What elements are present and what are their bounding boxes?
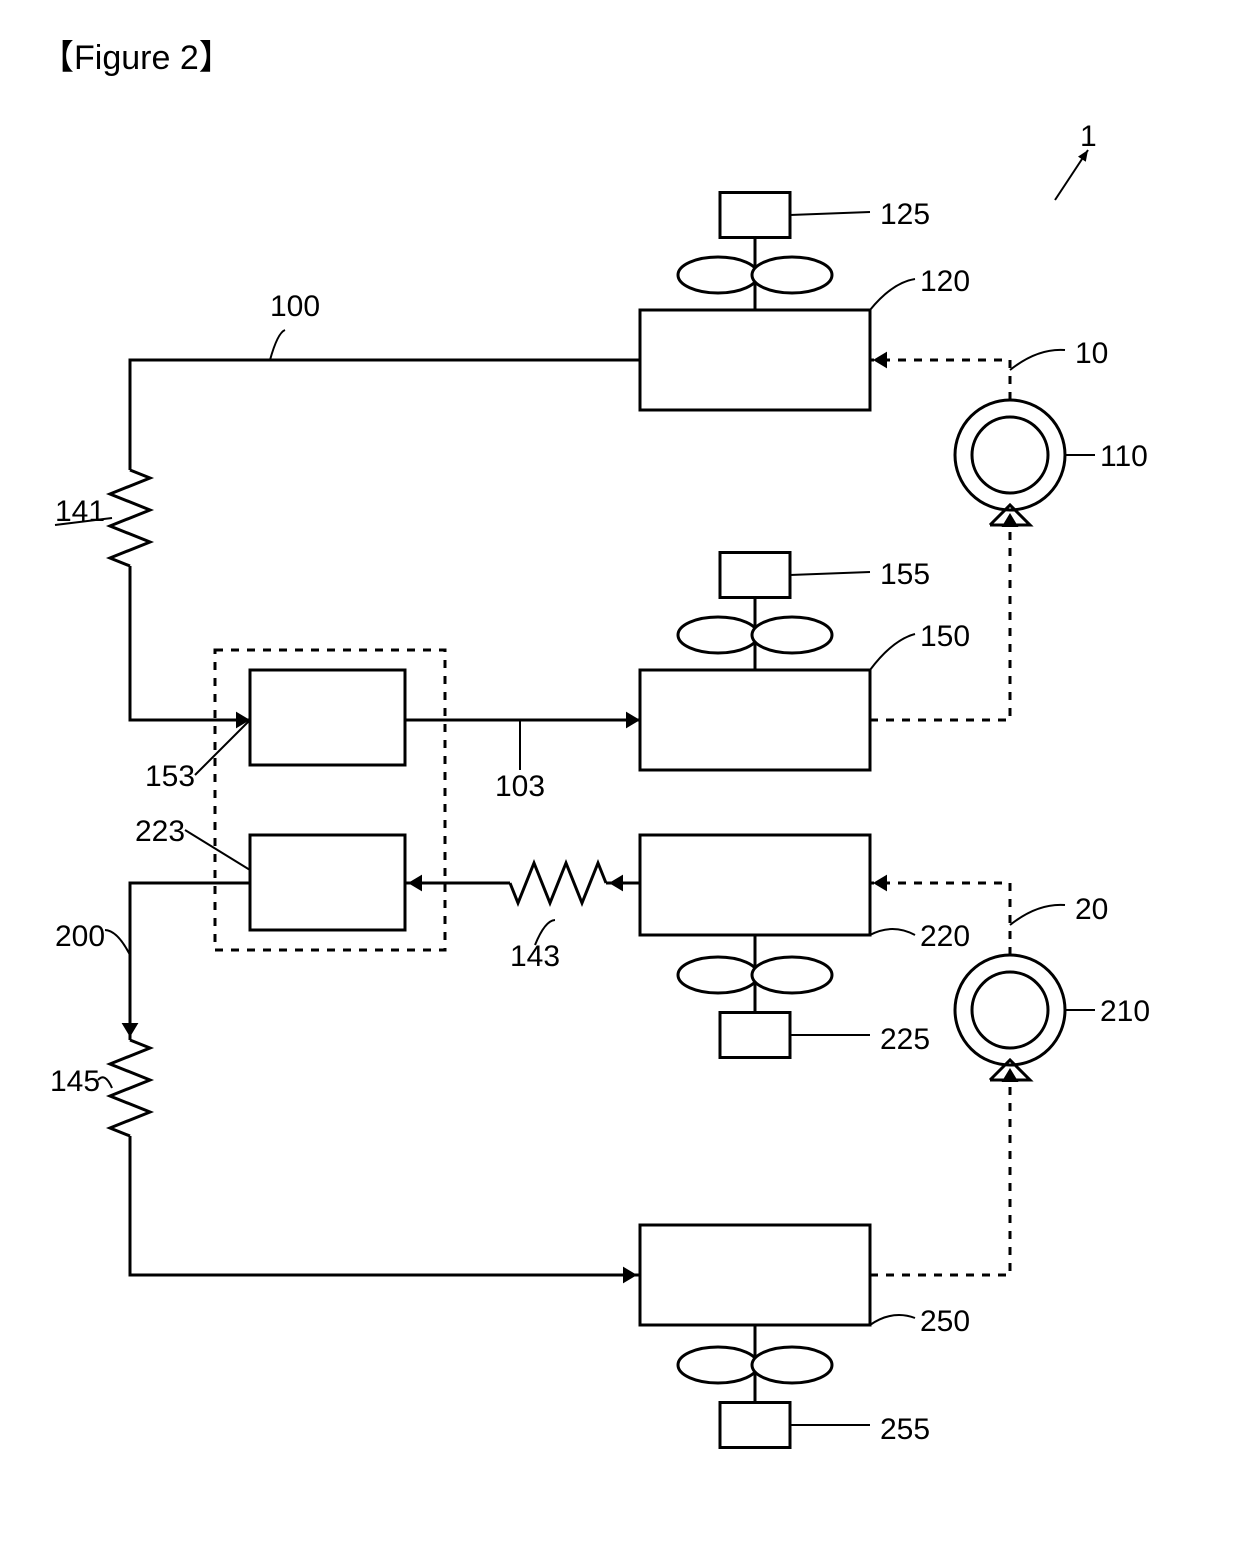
figure-canvas: 【Figure 2】 11251201011010014115310315515…: [0, 0, 1240, 1553]
diagram-svg: [0, 0, 1240, 1553]
